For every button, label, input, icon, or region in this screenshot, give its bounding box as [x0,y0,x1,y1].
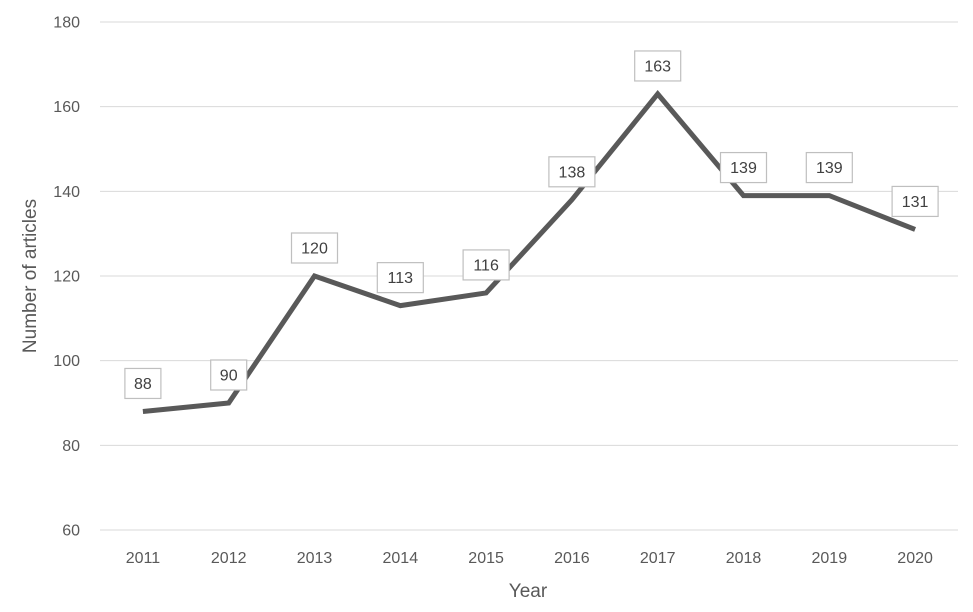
data-label-box [634,50,682,82]
data-label-box [290,232,339,264]
data-label-text: 138 [559,164,586,181]
data-label-text: 139 [816,160,843,177]
data-label: 139 [719,151,768,184]
y-tick-label: 100 [53,353,80,370]
y-tick-label: 160 [53,99,80,116]
x-tick-label: 2019 [812,550,848,567]
data-label-text: 113 [388,270,414,287]
x-tick-label: 2016 [554,550,590,567]
data-label-box [124,367,162,400]
data-label-box [210,359,248,391]
data-label: 139 [805,151,853,184]
data-label-box [719,151,768,184]
x-tick-label: 2014 [383,550,419,567]
x-tick-label: 2012 [211,550,247,567]
data-label-box [376,262,424,294]
y-tick-label: 60 [62,523,80,540]
y-axis-title: Number of articles [20,199,41,353]
gridlines [100,21,958,531]
data-label-text: 88 [134,376,152,393]
y-axis-ticks: 60 80 100 120 140 160 180 [53,15,80,540]
data-label: 120 [290,232,339,264]
data-label: 131 [891,185,939,218]
x-axis-title: Year [509,581,548,602]
data-label-text: 90 [220,368,238,385]
data-label: 90 [210,359,248,391]
x-tick-label: 2013 [297,550,333,567]
data-label: 88 [124,367,162,400]
x-axis-ticks: 2011 2012 2013 2014 2015 2016 2017 2018 2019 2020 [126,550,933,567]
data-label-text: 139 [730,160,757,177]
data-label: 113 [376,262,424,294]
data-label-text: 163 [644,58,671,75]
x-tick-label: 2018 [726,550,762,567]
y-tick-label: 140 [53,184,80,201]
data-label-box [548,156,596,188]
data-label-box [891,185,939,218]
y-tick-label: 180 [53,15,80,32]
y-tick-label: 80 [62,438,80,455]
data-label-text: 116 [473,257,499,274]
data-label: 138 [548,156,596,188]
x-tick-label: 2011 [126,550,161,567]
y-tick-label: 120 [53,269,80,286]
x-tick-label: 2020 [897,550,933,567]
data-label: 163 [634,50,682,82]
x-tick-label: 2015 [468,550,504,567]
data-label-box [462,249,510,281]
data-label-text: 131 [902,194,929,211]
x-tick-label: 2017 [640,550,676,567]
series-group [142,90,917,414]
data-label-box [805,151,853,184]
data-label: 116 [462,249,510,281]
data-label-text: 120 [301,241,328,258]
data-labels: 88 90 120 113 116 138 163 139 139 131 [124,50,939,400]
series-line [142,90,917,414]
